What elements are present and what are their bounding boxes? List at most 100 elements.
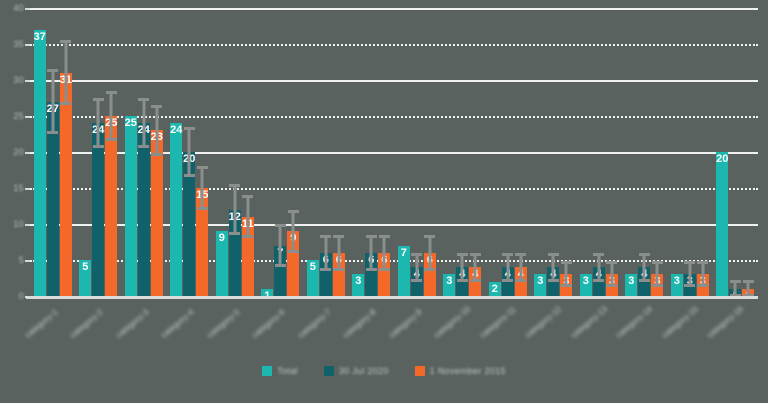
bar-wrapper: 9 [287,209,300,296]
bar[interactable] [274,245,287,296]
bar-wrapper: 4 [547,252,560,296]
bar[interactable] [196,188,209,296]
bar-group: 9 12 11 [212,8,258,296]
bar[interactable] [534,274,547,296]
bar-wrapper: 9 [215,231,228,296]
y-axis-tick-label: 40 [13,3,24,13]
bar[interactable] [352,274,365,296]
y-axis-tick [25,44,30,46]
x-axis-label-cell: category-10 [433,299,486,351]
bar-wrapper: 11 [241,195,254,296]
x-axis-label-cell: category-15 [660,299,713,351]
bar-wrapper: 3 [683,261,696,296]
y-axis-tick [25,80,30,82]
bar[interactable] [137,123,150,296]
bar[interactable] [170,123,183,296]
gridline [30,224,758,226]
x-axis-label-cell: category-2 [69,299,122,351]
bar[interactable] [124,116,137,296]
bar[interactable] [696,274,709,296]
bar[interactable] [79,260,92,296]
legend-item[interactable]: Total [262,366,298,376]
gridline [30,260,758,262]
bar[interactable] [729,288,742,296]
bar[interactable] [456,267,469,296]
bar-group: 179 [258,8,304,302]
bar-wrapper: 23 [150,105,163,296]
bar[interactable] [319,252,332,296]
y-axis-tick [25,260,30,262]
bar-wrapper: 4 [638,252,651,296]
bar-wrapper: 1 [261,288,274,302]
bar[interactable] [514,267,527,296]
bar[interactable] [46,101,59,296]
gridline [30,188,758,190]
x-axis-label-cell: category-13 [569,299,622,351]
bar[interactable] [605,274,618,296]
bar-group: 25 24 23 [121,8,167,296]
x-axis-label-cell: category-3 [114,299,167,351]
bar[interactable] [670,274,683,296]
bar[interactable] [378,252,391,296]
bar[interactable] [651,274,664,296]
bar-group: 37 27 31 [30,8,76,296]
bar[interactable] [501,267,514,296]
bar-wrapper: 3 [443,274,456,296]
bar[interactable] [105,116,118,296]
bar[interactable] [397,245,410,296]
bar[interactable] [579,274,592,296]
bar-wrapper: 2 [488,281,501,296]
bar[interactable] [150,130,163,296]
bar[interactable] [215,231,228,296]
gridline [30,116,758,118]
bar[interactable] [228,209,241,296]
bar[interactable] [469,267,482,296]
x-axis-label-cell: category-4 [160,299,213,351]
bar[interactable] [742,288,755,296]
bar-wrapper: 3 [352,274,365,296]
bar[interactable] [183,152,196,296]
bar-groups: 3727315242525242324201591211179566366746… [30,8,759,302]
y-axis-tick-label: 20 [13,147,24,157]
bar[interactable] [92,123,105,296]
bar[interactable] [638,267,651,296]
legend-item[interactable]: 30 Jul 2020 [323,366,389,376]
bar[interactable] [625,274,638,296]
bar[interactable] [332,252,345,296]
bar[interactable] [59,72,72,296]
bar[interactable] [488,281,501,296]
bar-wrapper: 5 [306,260,319,296]
bar[interactable] [683,274,696,296]
bar[interactable] [547,267,560,296]
x-axis-tick-label: category-10 [432,304,473,340]
bar-wrapper: 37 [33,29,46,296]
bar[interactable] [306,260,319,296]
bar-group: 2011 [713,8,759,302]
y-axis-tick-label: 25 [13,111,24,121]
bar[interactable] [287,231,300,296]
bar[interactable] [241,216,254,296]
legend-label: 30 Jul 2020 [338,366,389,376]
bar[interactable] [33,29,46,296]
x-axis-tick-label: category-13 [569,304,609,340]
bar-group: 5 24 25 [76,8,122,296]
x-axis-baseline [26,296,758,299]
bar[interactable] [365,252,378,296]
bar[interactable] [423,252,436,296]
bar[interactable] [261,288,274,296]
bar[interactable] [410,267,423,296]
bar[interactable] [592,267,605,296]
legend-item[interactable]: 1 November 2015 [414,366,506,376]
bar-wrapper: 6 [365,234,378,296]
bar[interactable] [716,152,729,296]
y-axis-tick [25,188,30,190]
bar-wrapper: 25 [125,116,137,296]
y-axis-tick [25,8,30,10]
bar[interactable] [560,274,573,296]
bar[interactable] [443,274,456,296]
bar-wrapper: 6 [332,234,345,296]
